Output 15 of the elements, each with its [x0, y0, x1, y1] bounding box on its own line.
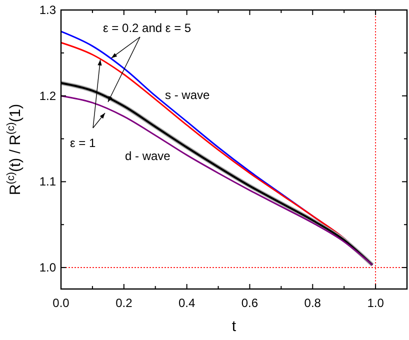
x-axis-title: t [232, 318, 237, 335]
annotation: s - wave [165, 88, 210, 102]
x-tick-label: 1.0 [367, 296, 384, 310]
y-tick-label: 1.0 [39, 260, 56, 275]
y-tick-label: 1.1 [39, 174, 56, 189]
annotation: ε = 1 [70, 136, 96, 150]
x-tick-label: 0.4 [178, 296, 196, 310]
annotation: ε = 0.2 and ε = 5 [103, 21, 192, 35]
annotation: d - wave [125, 149, 171, 163]
y-tick-label: 1.2 [39, 88, 56, 103]
y-tick-label: 1.3 [39, 3, 56, 17]
x-tick-label: 0.6 [241, 296, 258, 310]
x-tick-label: 0.0 [52, 296, 70, 310]
x-tick-label: 0.2 [116, 296, 133, 310]
x-tick-label: 0.8 [304, 296, 322, 310]
